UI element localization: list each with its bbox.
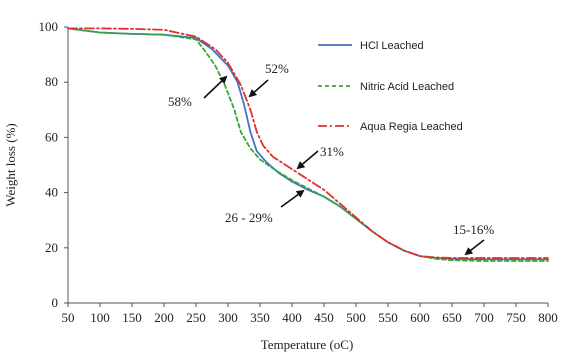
axes: 50 100 150 200 250 300 350 400 450 500 550 600 650 70… — [39, 19, 558, 325]
x-tick-label: 600 — [410, 310, 430, 325]
x-tick-label: 150 — [122, 310, 142, 325]
legend-label-1: HCl Leached — [360, 40, 424, 52]
annotation-arrow — [248, 79, 269, 98]
annotation-label: 58% — [168, 94, 192, 109]
y-tick-label: 20 — [45, 240, 58, 255]
annotation-label: 15-16% — [453, 222, 494, 237]
x-tick-label: 750 — [506, 310, 526, 325]
annotation-label: 52% — [265, 61, 289, 76]
y-tick-label: 100 — [39, 19, 59, 34]
x-tick-label: 200 — [154, 310, 174, 325]
legend: HCl Leached Nitric Acid Leached Aqua Regia… — [318, 40, 463, 133]
x-tick-label: 350 — [250, 310, 270, 325]
y-tick-label: 0 — [52, 295, 59, 310]
x-tick-label: 800 — [538, 310, 558, 325]
x-tick-label: 700 — [474, 310, 494, 325]
series-line-3 — [67, 27, 549, 259]
annotation-arrow — [203, 75, 228, 99]
x-tick-label: 550 — [378, 310, 398, 325]
annotation-arrow — [296, 150, 319, 170]
x-tick-label: 500 — [346, 310, 366, 325]
legend-label-2: Nitric Acid Leached — [360, 81, 454, 93]
y-tick-label: 80 — [45, 74, 58, 89]
y-tick-label: 40 — [45, 185, 58, 200]
annotations: 58% 52% 31% 26 - 29% 15-16% — [168, 61, 494, 256]
x-tick-label: 300 — [218, 310, 238, 325]
x-tick-label: 50 — [62, 310, 75, 325]
annotation-label: 31% — [320, 144, 344, 159]
annotation-label: 26 - 29% — [225, 210, 273, 225]
annotation-arrow — [280, 189, 305, 208]
x-tick-label: 250 — [186, 310, 206, 325]
annotation-arrow — [464, 239, 485, 256]
legend-label-3: Aqua Regia Leached — [360, 121, 463, 133]
x-tick-label: 450 — [314, 310, 334, 325]
x-tick-label: 400 — [282, 310, 302, 325]
y-tick-label: 60 — [45, 129, 58, 144]
series-layer — [67, 27, 549, 262]
x-axis-title: Temperature (oC) — [261, 337, 354, 352]
x-tick-label: 650 — [442, 310, 462, 325]
y-axis-title: Weight loss (%) — [3, 123, 18, 206]
x-tick-label: 100 — [90, 310, 110, 325]
